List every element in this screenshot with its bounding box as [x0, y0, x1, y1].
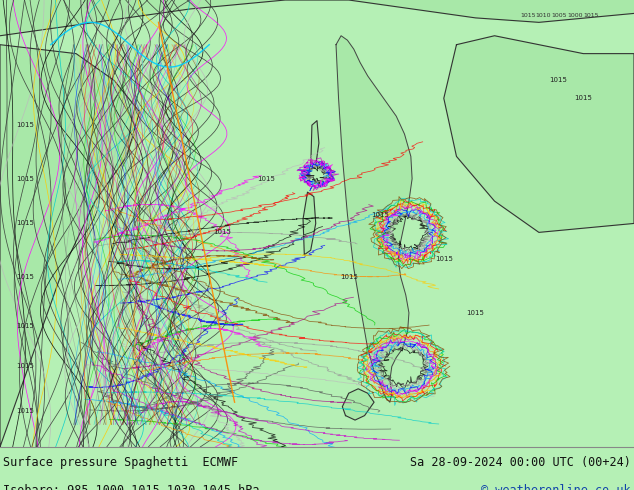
Polygon shape [0, 0, 634, 36]
Text: 1010: 1010 [536, 13, 551, 19]
Polygon shape [336, 36, 412, 402]
Text: Surface pressure Spaghetti  ECMWF: Surface pressure Spaghetti ECMWF [3, 456, 238, 469]
Text: 1015: 1015 [16, 122, 34, 128]
Text: 1000: 1000 [567, 13, 583, 19]
Text: © weatheronline.co.uk: © weatheronline.co.uk [481, 484, 631, 490]
Polygon shape [0, 45, 139, 447]
Text: 1015: 1015 [520, 13, 535, 19]
Text: 1005: 1005 [552, 13, 567, 19]
Polygon shape [444, 36, 634, 232]
Text: 1015: 1015 [574, 96, 592, 101]
Text: Isobare: 985 1000 1015 1030 1045 hPa: Isobare: 985 1000 1015 1030 1045 hPa [3, 484, 260, 490]
Polygon shape [311, 121, 319, 170]
Text: 1015: 1015 [16, 323, 34, 329]
Text: 1015: 1015 [16, 220, 34, 226]
Text: 1015: 1015 [257, 176, 275, 182]
Text: 1015: 1015 [549, 77, 567, 83]
Text: 1015: 1015 [16, 408, 34, 414]
Text: Sa 28-09-2024 00:00 UTC (00+24): Sa 28-09-2024 00:00 UTC (00+24) [410, 456, 631, 469]
Text: 1015: 1015 [372, 212, 389, 218]
Text: 1015: 1015 [213, 229, 231, 235]
Text: 1015: 1015 [583, 13, 598, 19]
Text: 1015: 1015 [16, 176, 34, 182]
Polygon shape [342, 389, 374, 420]
Text: 1015: 1015 [467, 310, 484, 316]
Polygon shape [303, 192, 316, 255]
Text: 1015: 1015 [435, 256, 453, 262]
Text: 1015: 1015 [16, 364, 34, 369]
Text: 1015: 1015 [340, 274, 358, 280]
Text: 1015: 1015 [16, 274, 34, 280]
